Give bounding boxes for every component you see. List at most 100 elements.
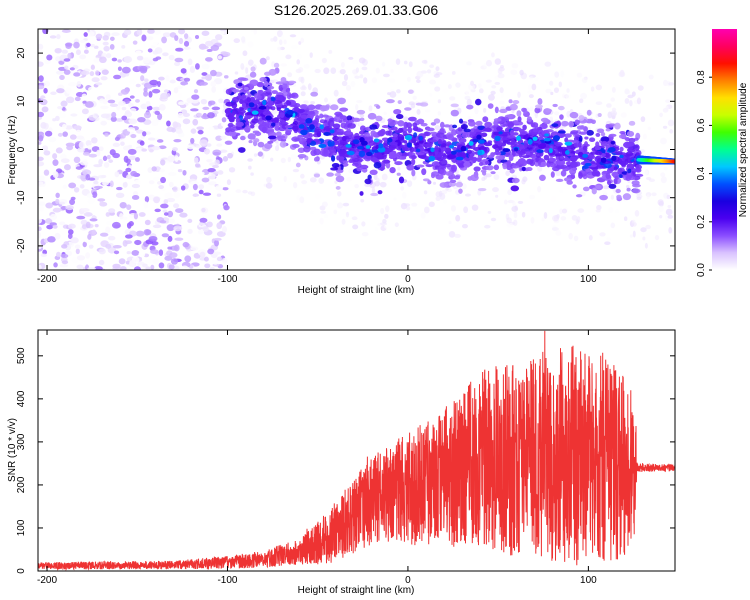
spectrum-blob xyxy=(134,157,140,162)
spectrum-blob xyxy=(136,129,144,134)
spectrum-blob xyxy=(201,30,210,36)
spectrum-blob xyxy=(54,232,61,240)
spectrum-blob xyxy=(402,131,408,136)
spectrum-peak xyxy=(532,136,538,141)
spectrum-blob xyxy=(210,69,217,77)
spectrum-blob xyxy=(213,251,222,255)
spectrum-blob xyxy=(131,194,140,200)
spectrum-blob xyxy=(659,112,663,118)
spectrum-blob xyxy=(493,174,500,181)
spectrum-blob xyxy=(88,177,96,181)
spectrum-blob xyxy=(249,71,257,78)
spectrum-blob xyxy=(67,223,76,229)
spectrum-blob xyxy=(400,186,405,191)
spectrum-blob xyxy=(67,82,77,87)
spectrum-blob xyxy=(578,131,588,135)
spectrum-blob xyxy=(403,203,411,207)
spectrum-blob xyxy=(370,192,379,197)
spectrum-blob xyxy=(582,145,588,151)
spectrum-blob xyxy=(79,54,87,60)
spectrum-blob xyxy=(536,152,541,159)
spectrum-blob xyxy=(427,180,432,185)
spectrum-blob xyxy=(352,117,361,123)
spectrum-blob xyxy=(237,77,247,81)
spectrum-blob xyxy=(456,134,463,138)
spectrogram-y-ticks: -20 -10 0 10 20 xyxy=(16,47,675,253)
spectrum-blob xyxy=(292,182,298,189)
spectrum-blob xyxy=(516,110,522,117)
spectrum-blob xyxy=(433,118,441,124)
spectrum-blob xyxy=(563,156,570,162)
spectrum-blob xyxy=(189,66,196,74)
spectrum-blob xyxy=(449,179,457,184)
spectrum-blob xyxy=(435,66,440,72)
spectrum-blob xyxy=(550,171,555,178)
spectrum-blob xyxy=(416,70,424,78)
spectrum-blob xyxy=(518,150,523,158)
spectrum-blob xyxy=(152,106,161,111)
spectrum-blob xyxy=(183,33,189,40)
spectrum-blob xyxy=(250,96,256,103)
spectrum-blob xyxy=(124,234,133,239)
spectrum-blob xyxy=(130,170,138,177)
spectrum-blob xyxy=(565,94,571,99)
spectrum-peak xyxy=(319,124,324,130)
spectrum-blob xyxy=(167,210,174,218)
spectrum-blob xyxy=(152,258,160,265)
spectrum-blob xyxy=(94,266,103,270)
spectrum-blob xyxy=(342,160,349,164)
figure-title: S126.2025.269.01.33.G06 xyxy=(274,2,438,18)
spectrum-blob xyxy=(127,148,137,155)
spectrum-blob xyxy=(663,79,668,87)
spectrum-blob xyxy=(599,232,606,237)
spectrum-blob xyxy=(437,138,443,145)
spectrum-blob xyxy=(145,100,151,107)
spectrum-blob xyxy=(394,161,403,166)
spectrum-blob xyxy=(360,199,365,203)
spectrum-blob xyxy=(389,144,397,151)
spectrum-blob xyxy=(398,176,405,184)
spectrum-blob xyxy=(373,173,378,180)
spectrum-blob xyxy=(610,222,616,229)
spectrum-blob xyxy=(259,57,267,65)
spectrum-blob xyxy=(280,63,288,67)
spectrum-blob xyxy=(208,181,217,186)
spectrum-blob xyxy=(85,221,91,229)
spectrum-blob xyxy=(47,236,56,243)
spectrum-blob xyxy=(297,108,305,113)
spectrum-blob xyxy=(215,185,224,191)
spectrum-blob xyxy=(540,161,547,167)
spectrum-blob xyxy=(244,115,253,119)
spectrum-blob xyxy=(339,156,345,161)
spectrum-blob xyxy=(158,262,165,269)
spectrum-blob xyxy=(409,146,415,153)
spectrum-blob xyxy=(307,110,315,115)
spectrum-blob xyxy=(109,180,114,188)
spectrum-blob xyxy=(665,208,673,216)
spectrum-blob xyxy=(212,149,222,156)
spectrum-blob xyxy=(122,240,128,247)
spectrum-blob xyxy=(561,120,569,127)
spectrum-blob xyxy=(115,182,123,186)
spectrum-blob xyxy=(475,120,483,127)
spectrum-blob xyxy=(403,121,409,129)
spectrum-blob xyxy=(577,208,585,213)
snr-marks xyxy=(38,330,675,571)
spectrum-blob xyxy=(42,249,48,255)
spectrum-blob xyxy=(140,75,145,82)
spectrum-blob xyxy=(180,68,187,74)
spectrum-blob xyxy=(46,224,54,230)
spectrum-blob xyxy=(560,216,567,221)
spectrum-blob xyxy=(602,190,607,194)
spectrum-blob xyxy=(629,234,633,238)
spectrum-blob xyxy=(70,113,78,117)
spectrum-blob xyxy=(49,35,57,39)
colorbar-gradient xyxy=(712,29,737,270)
spectrum-blob xyxy=(118,138,125,143)
spectrum-blob xyxy=(347,122,356,129)
spectrum-blob xyxy=(625,184,630,189)
spectrum-blob xyxy=(238,128,244,135)
spectrum-blob xyxy=(292,143,300,148)
spectrum-blob xyxy=(158,103,166,111)
spectrum-blob xyxy=(253,153,258,157)
